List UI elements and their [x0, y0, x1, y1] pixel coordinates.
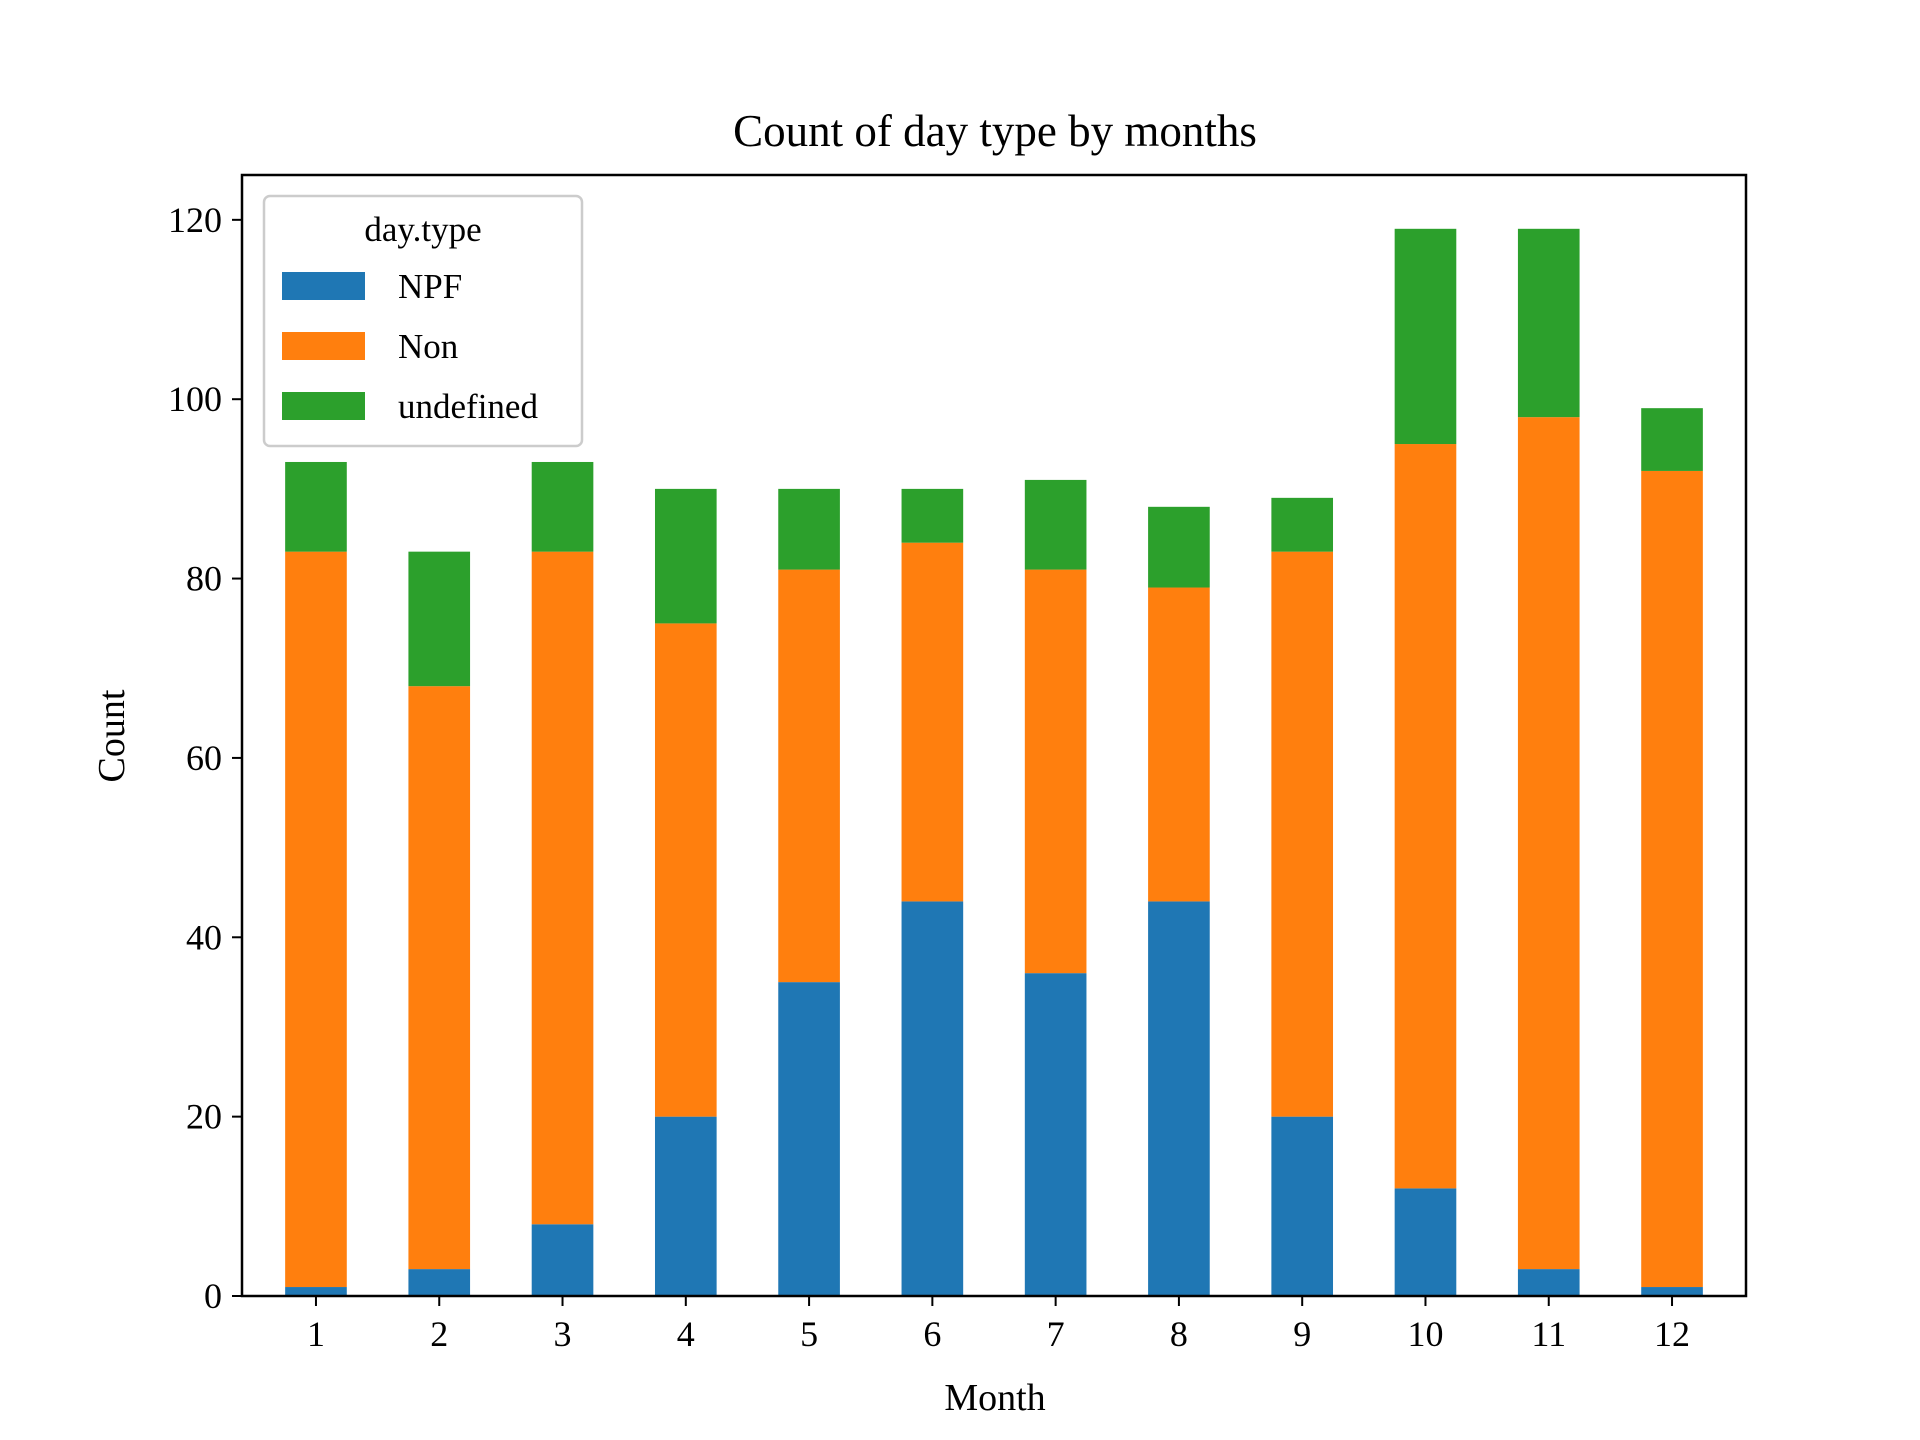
bar-undefined-month-11 — [1517, 228, 1580, 418]
legend-title: day.type — [364, 210, 481, 249]
bar-npf-month-6 — [901, 901, 964, 1296]
x-tick-label: 4 — [677, 1314, 695, 1354]
bar-undefined-month-3 — [531, 461, 594, 552]
bar-non-month-11 — [1517, 417, 1580, 1270]
legend-swatch-npf — [282, 272, 365, 300]
legend-items: NPF Non undefined — [282, 267, 538, 426]
x-tick-label: 10 — [1407, 1314, 1443, 1354]
bar-npf-month-11 — [1517, 1269, 1580, 1296]
bar-undefined-month-4 — [654, 488, 717, 624]
bar-non-month-9 — [1271, 551, 1334, 1117]
x-tick-label: 9 — [1293, 1314, 1311, 1354]
x-tick-label: 3 — [554, 1314, 572, 1354]
bar-npf-month-2 — [408, 1269, 471, 1296]
legend: day.type NPF Non undefined — [262, 194, 584, 448]
x-tick-label: 6 — [923, 1314, 941, 1354]
bar-npf-month-7 — [1024, 973, 1087, 1296]
bar-non-month-10 — [1394, 444, 1457, 1189]
bar-non-month-6 — [901, 542, 964, 902]
x-tick-label: 5 — [800, 1314, 818, 1354]
legend-swatch-undefined — [282, 392, 365, 420]
y-tick-label: 0 — [204, 1276, 222, 1316]
bar-npf-month-4 — [654, 1116, 717, 1296]
bar-npf-month-12 — [1641, 1287, 1703, 1296]
legend-label-undefined: undefined — [398, 387, 538, 426]
y-tick-label: 100 — [168, 379, 222, 419]
bar-non-month-2 — [408, 686, 471, 1270]
bar-npf-month-9 — [1271, 1116, 1334, 1296]
legend-label-npf: NPF — [398, 267, 462, 306]
x-axis-label: Month — [944, 1377, 1045, 1419]
y-tick-label: 20 — [186, 1097, 222, 1137]
plot-frame — [240, 173, 1748, 1298]
bar-npf-month-8 — [1148, 901, 1210, 1296]
chart-title: Count of day type by months — [733, 106, 1257, 156]
bar-undefined-month-1 — [285, 461, 347, 552]
bar-undefined-month-12 — [1641, 408, 1703, 471]
y-axis-label: Count — [91, 689, 133, 782]
y-tick-label: 40 — [186, 917, 222, 957]
x-tick-label: 12 — [1654, 1314, 1690, 1354]
y-tick-label: 80 — [186, 559, 222, 599]
bar-undefined-month-2 — [408, 551, 471, 687]
bar-undefined-month-9 — [1271, 497, 1334, 552]
x-tick-label: 11 — [1531, 1314, 1566, 1354]
bar-npf-month-10 — [1394, 1188, 1457, 1296]
bar-non-month-5 — [778, 569, 840, 983]
legend-label-non: Non — [398, 327, 458, 366]
bar-non-month-7 — [1024, 569, 1087, 974]
legend-frame — [262, 194, 584, 448]
bar-non-month-1 — [285, 551, 347, 1288]
bar-undefined-month-8 — [1148, 506, 1210, 588]
x-tick-label: 1 — [307, 1314, 325, 1354]
y-tick-label: 60 — [186, 738, 222, 778]
bars-group — [285, 228, 1703, 1296]
bar-undefined-month-5 — [778, 488, 840, 570]
x-tick-label: 8 — [1170, 1314, 1188, 1354]
bar-undefined-month-10 — [1394, 228, 1457, 445]
bar-non-month-12 — [1641, 470, 1703, 1288]
bar-npf-month-5 — [778, 982, 840, 1296]
legend-swatch-non — [282, 332, 365, 360]
bar-npf-month-1 — [285, 1287, 347, 1296]
bar-non-month-3 — [531, 551, 594, 1225]
x-tick-label: 7 — [1047, 1314, 1065, 1354]
x-axis: 1 2 3 4 5 6 7 8 9 10 11 12 — [307, 1296, 1690, 1354]
bar-non-month-4 — [654, 623, 717, 1117]
y-axis: 0 20 40 60 80 100 120 — [168, 200, 242, 1316]
y-tick-label: 120 — [168, 200, 222, 240]
bar-undefined-month-6 — [901, 488, 964, 543]
x-tick-label: 2 — [430, 1314, 448, 1354]
bar-npf-month-3 — [531, 1224, 594, 1296]
bar-non-month-8 — [1148, 587, 1210, 902]
bar-undefined-month-7 — [1024, 479, 1087, 570]
